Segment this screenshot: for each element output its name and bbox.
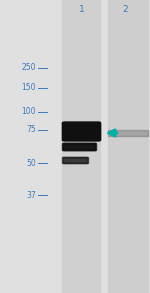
Bar <box>63 157 87 163</box>
Bar <box>63 143 95 150</box>
Text: 50: 50 <box>26 159 36 168</box>
Bar <box>63 157 87 163</box>
Bar <box>62 0 100 293</box>
Bar <box>62 143 96 150</box>
Text: 150: 150 <box>21 84 36 93</box>
Text: 37: 37 <box>26 190 36 200</box>
Bar <box>63 122 99 140</box>
Bar <box>62 157 88 163</box>
Bar <box>62 157 88 163</box>
Bar <box>63 157 87 163</box>
Bar <box>63 143 95 150</box>
Bar <box>63 143 95 150</box>
Bar <box>63 122 99 140</box>
Bar <box>62 143 96 150</box>
Text: 2: 2 <box>122 6 128 14</box>
Bar <box>62 122 100 140</box>
Bar <box>62 122 100 140</box>
Bar <box>62 157 88 163</box>
Text: 1: 1 <box>79 6 85 14</box>
Text: 75: 75 <box>26 125 36 134</box>
Bar <box>63 122 99 140</box>
Text: 100: 100 <box>21 108 36 117</box>
Text: 250: 250 <box>21 64 36 72</box>
Bar <box>64 122 98 140</box>
Bar <box>63 143 95 150</box>
Bar <box>108 130 148 136</box>
Bar <box>108 0 148 293</box>
